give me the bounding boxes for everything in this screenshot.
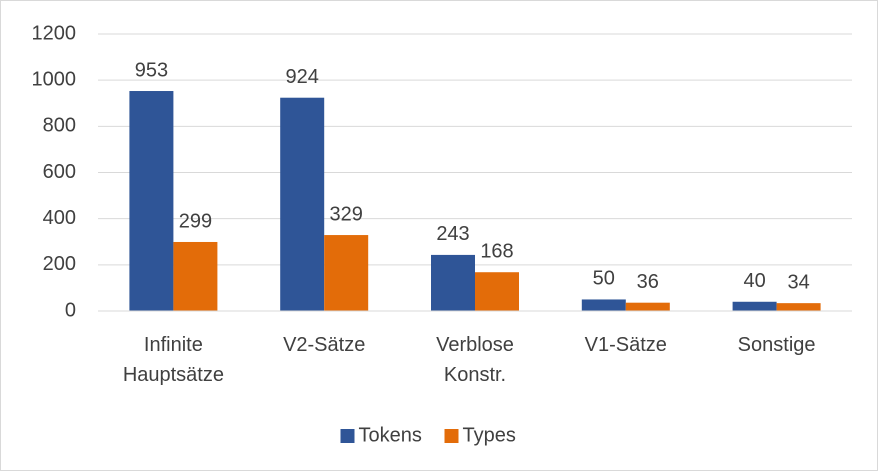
bar — [280, 97, 325, 312]
bar — [324, 235, 369, 311]
bar — [732, 301, 777, 311]
y-tick-label: 200 — [43, 253, 76, 275]
data-label: 329 — [330, 203, 363, 225]
bar — [431, 254, 475, 311]
bar — [625, 302, 670, 311]
legend-swatch — [444, 429, 459, 443]
data-label: 168 — [480, 241, 513, 263]
legend-swatch — [340, 429, 355, 443]
x-tick-label: V2-Sätze — [283, 334, 365, 356]
data-label: 953 — [135, 59, 168, 81]
data-label: 299 — [179, 210, 212, 232]
data-label: 40 — [743, 270, 765, 292]
y-tick-label: 1000 — [32, 68, 77, 90]
data-label: 36 — [637, 271, 659, 293]
x-tick-label: V1-Sätze — [585, 334, 667, 356]
data-label: 924 — [286, 66, 319, 88]
y-tick-label: 800 — [43, 115, 76, 137]
bar — [129, 91, 174, 311]
legend-label: Types — [463, 424, 516, 446]
x-tick-label: Sonstige — [738, 334, 816, 356]
bar — [475, 272, 519, 311]
bar — [581, 299, 626, 311]
data-label: 34 — [787, 271, 809, 293]
bar — [173, 241, 218, 311]
legend-label: Tokens — [359, 424, 422, 446]
y-tick-label: 400 — [43, 207, 76, 229]
x-tick-label: Verblose Konstr. — [436, 334, 514, 386]
y-tick-label: 1200 — [32, 22, 77, 44]
data-label: 50 — [593, 268, 615, 290]
y-tick-label: 600 — [43, 161, 76, 183]
y-tick-label: 0 — [65, 299, 76, 321]
bar — [776, 303, 821, 311]
data-label: 243 — [436, 223, 469, 245]
x-tick-label: Infinite Hauptsätze — [123, 334, 224, 386]
